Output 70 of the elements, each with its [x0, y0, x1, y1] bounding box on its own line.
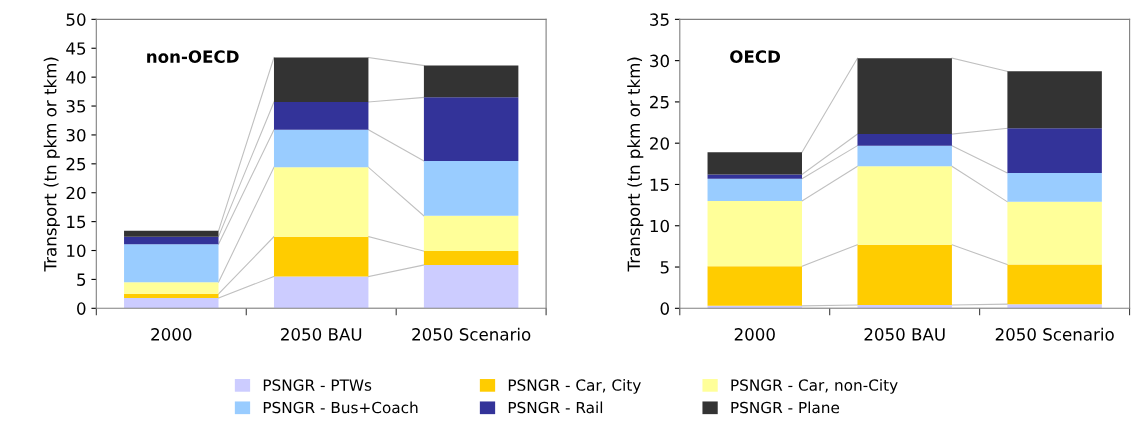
bar: [423, 215, 519, 252]
legend-label: PSNGR - Plane: [731, 401, 840, 414]
annotation: non-OECD: [147, 50, 239, 63]
bar: [124, 230, 219, 237]
y-tick-label: 30: [66, 128, 86, 142]
y-tick-label: 35: [650, 13, 669, 26]
bar: [857, 58, 952, 135]
y-tick-label: 40: [66, 71, 86, 84]
bar: [857, 166, 952, 245]
y-axis-title: Transport (tn pkm or tkm): [43, 57, 60, 272]
bar: [707, 266, 802, 306]
y-tick-label: 35: [66, 100, 86, 113]
x-tick-label: 2050 Scenario: [412, 327, 531, 341]
bar: [423, 160, 519, 216]
bar: [423, 97, 519, 161]
x-tick-label: 2000: [151, 328, 192, 341]
x-tick-label: 2000: [734, 328, 775, 341]
bar: [423, 65, 519, 98]
y-tick-label: 15: [67, 215, 86, 229]
x-tick-label: 2050 BAU: [281, 328, 362, 341]
y-tick-label: 45: [66, 42, 86, 55]
y-axis-title: Transport (tn pkm or tkm): [627, 57, 644, 272]
bar: [124, 244, 219, 283]
bar: [1007, 172, 1102, 202]
bar: [1007, 264, 1102, 305]
bar: [1007, 201, 1102, 265]
bar: [124, 297, 219, 309]
y-tick-label: 5: [660, 261, 669, 274]
y-tick-label: 30: [650, 54, 669, 68]
annotation: OECD: [730, 50, 781, 63]
y-tick-label: 5: [77, 273, 86, 286]
x-tick-label: 2050 BAU: [864, 328, 945, 341]
bar: [273, 129, 369, 168]
bar: [1007, 304, 1102, 309]
bar: [1007, 128, 1102, 173]
legend-label: PSNGR - PTWs: [263, 379, 372, 391]
y-tick-label: 25: [650, 95, 669, 109]
bar: [857, 305, 952, 309]
y-tick-label: 0: [660, 302, 669, 315]
legend-label: PSNGR - Rail: [508, 401, 603, 414]
bar: [124, 236, 219, 245]
bar: [273, 57, 369, 102]
bar: [273, 236, 369, 277]
bar: [857, 145, 952, 167]
legend-label: PSNGR - Car, non-City: [731, 379, 898, 394]
bar: [1007, 71, 1102, 129]
y-tick-label: 0: [77, 302, 86, 315]
x-tick-label: 2050 Scenario: [995, 327, 1114, 341]
y-tick-label: 20: [650, 137, 669, 150]
bar: [423, 264, 519, 309]
bar: [273, 167, 369, 237]
bar: [707, 178, 802, 201]
bar: [857, 134, 952, 146]
bar: [707, 200, 802, 267]
bar: [707, 152, 802, 175]
y-tick-label: 25: [66, 157, 86, 171]
y-tick-label: 20: [66, 186, 86, 200]
bar: [124, 282, 219, 294]
bar: [124, 293, 219, 298]
y-tick-label: 10: [650, 219, 669, 233]
y-tick-label: 50: [66, 13, 86, 26]
bar: [707, 174, 802, 179]
bar: [423, 251, 519, 265]
bar: [273, 101, 369, 130]
legend-label: PSNGR - Bus+Coach: [263, 401, 418, 414]
y-tick-label: 10: [67, 244, 86, 258]
bar: [857, 244, 952, 306]
legend-label: PSNGR - Car, City: [508, 379, 641, 394]
y-tick-label: 15: [650, 178, 669, 192]
bar: [273, 276, 369, 309]
